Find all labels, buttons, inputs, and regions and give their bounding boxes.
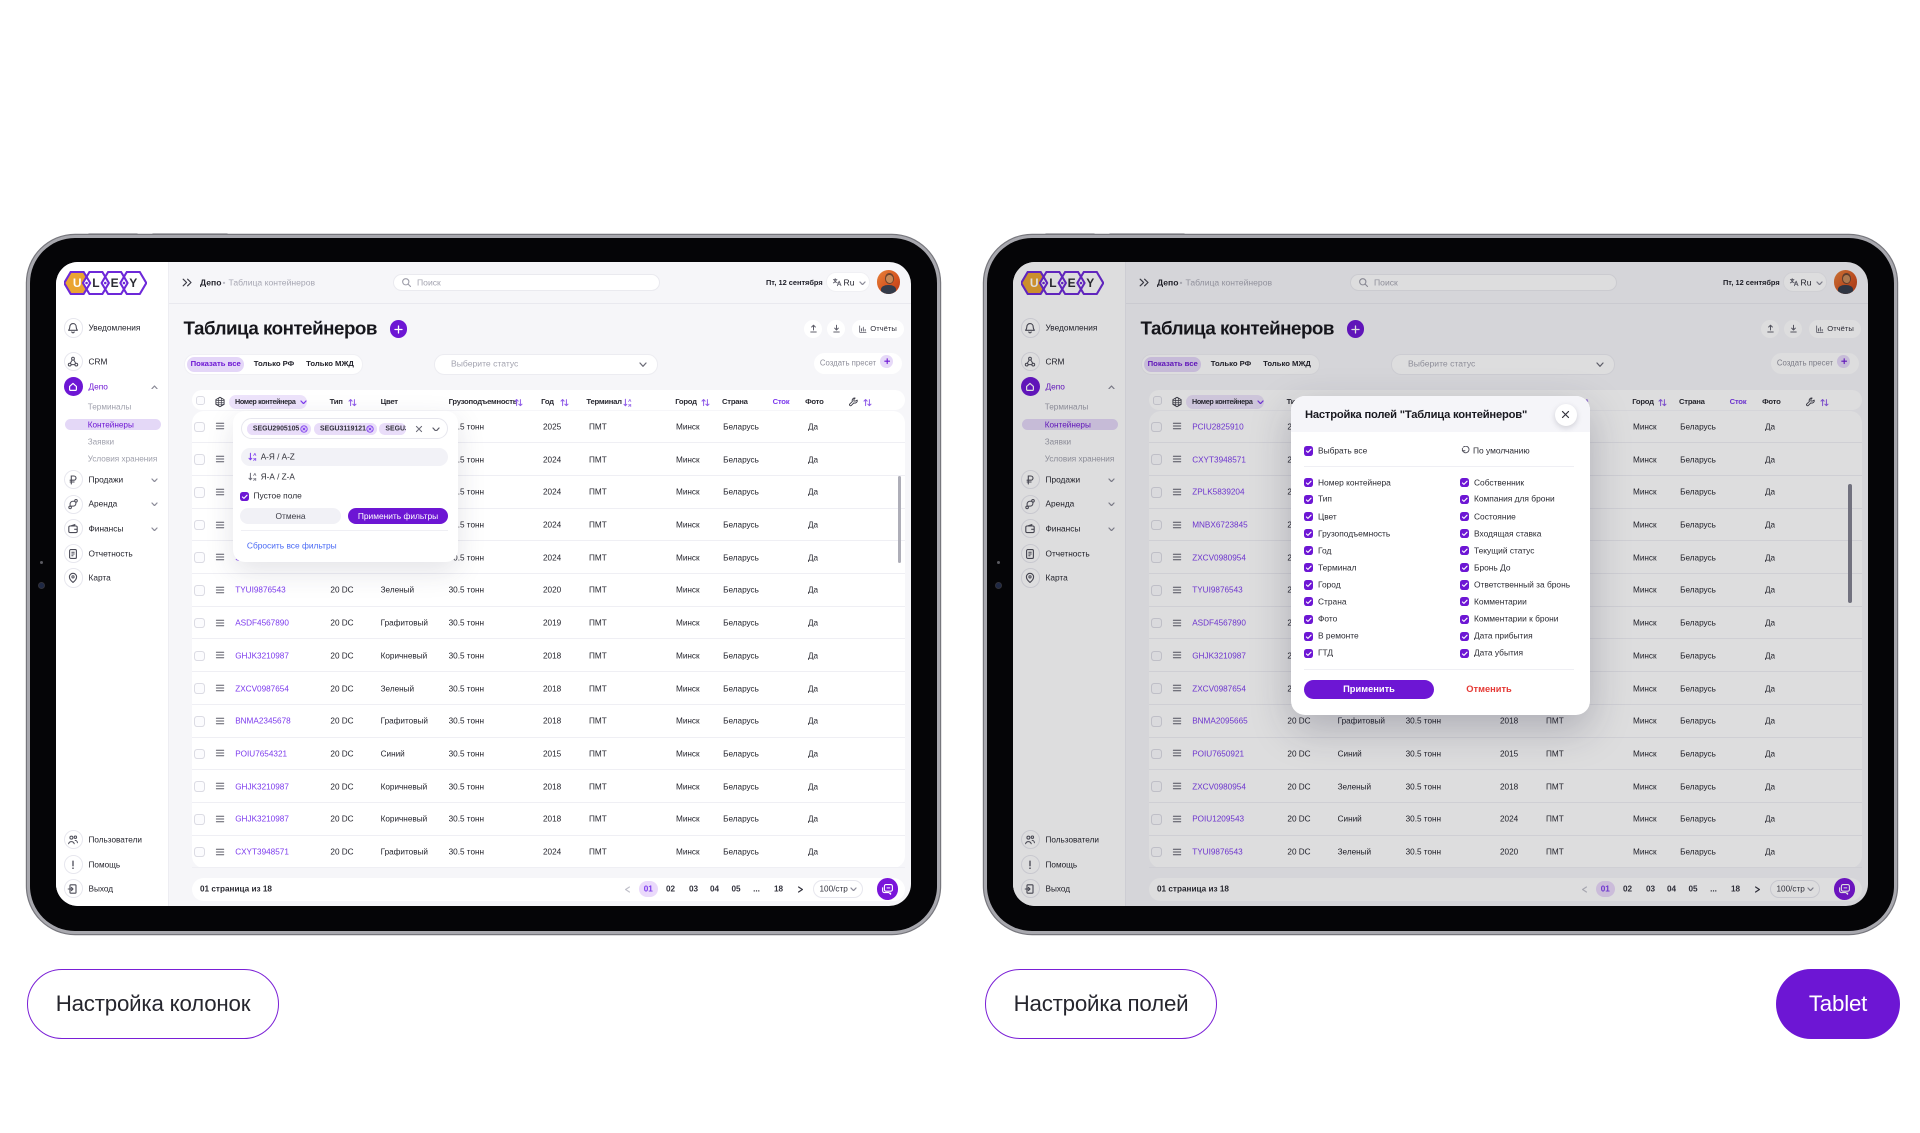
svg-text:А: А [628,398,632,403]
svg-text:А: А [253,452,257,457]
svg-text:E: E [1067,276,1075,290]
svg-text:L: L [92,276,99,290]
svg-text:U: U [72,276,81,290]
svg-text:Я: Я [253,476,256,480]
svg-text:Y: Y [1086,276,1094,290]
svg-text:L: L [1049,276,1056,290]
svg-text:Y: Y [129,276,137,290]
svg-text:А: А [253,472,257,477]
svg-text:Я: Я [628,402,631,406]
svg-text:Я: Я [253,457,256,461]
svg-text:E: E [110,276,118,290]
svg-text:U: U [1029,276,1038,290]
